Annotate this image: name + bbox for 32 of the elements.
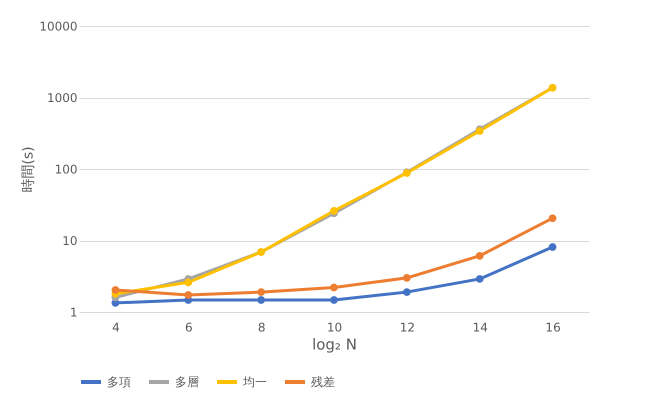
point xyxy=(257,288,266,296)
point xyxy=(476,275,484,283)
x-tick-label: 14 xyxy=(472,320,488,334)
y-tick-label: 1 xyxy=(70,306,78,320)
point xyxy=(548,243,556,251)
y-tick-label: 10000 xyxy=(39,20,78,34)
point xyxy=(330,284,338,292)
legend-label: 多層 xyxy=(175,375,199,389)
point xyxy=(112,286,120,294)
x-tick-label: 6 xyxy=(184,320,193,334)
point xyxy=(257,296,266,304)
point xyxy=(184,278,192,286)
point xyxy=(548,214,556,222)
point xyxy=(402,274,411,282)
point xyxy=(330,206,338,215)
point xyxy=(184,291,192,299)
x-axis-title: log₂ N xyxy=(312,336,357,354)
y-axis-title: 時間(s) xyxy=(20,146,36,193)
point xyxy=(402,288,411,296)
x-tick-label: 10 xyxy=(326,320,342,334)
x-tick-label: 8 xyxy=(258,320,266,334)
point xyxy=(330,296,338,304)
x-tick-label: 4 xyxy=(112,320,120,334)
x-tick-label: 16 xyxy=(545,320,561,334)
y-tick-label: 10 xyxy=(62,234,78,248)
point xyxy=(476,252,484,260)
legend-label: 均一 xyxy=(242,375,267,389)
legend-label: 残差 xyxy=(311,375,335,389)
y-tick-label: 100 xyxy=(54,162,78,176)
legend-label: 多項 xyxy=(107,375,131,389)
x-tick-label: 12 xyxy=(400,320,415,334)
y-tick-label: 1000 xyxy=(46,91,78,105)
